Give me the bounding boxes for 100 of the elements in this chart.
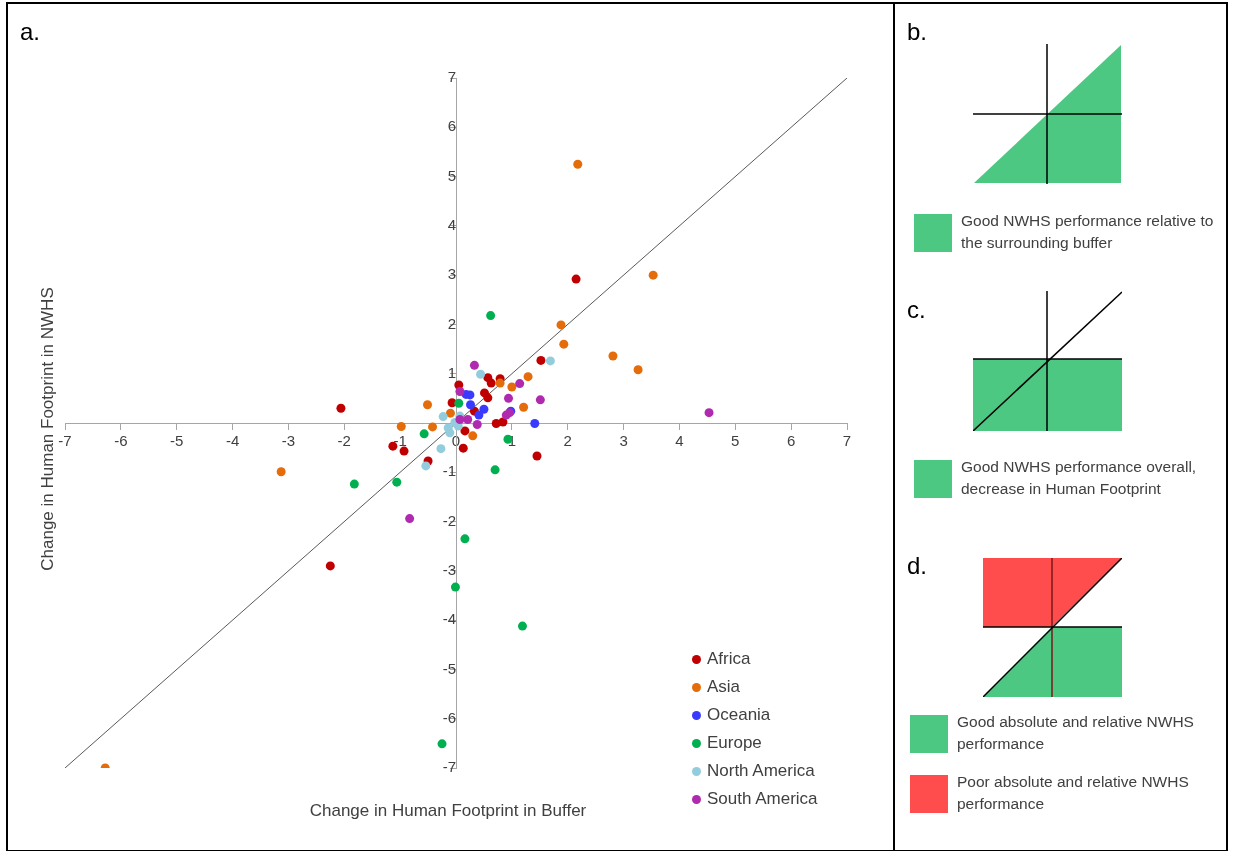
x-tick-label: 2 (563, 432, 572, 450)
point (519, 402, 529, 412)
point (507, 382, 517, 392)
legend-label: North America (707, 761, 815, 781)
point (392, 477, 402, 487)
point (438, 412, 448, 422)
point (450, 582, 460, 592)
y-tick-label: -4 (442, 610, 456, 628)
x-tick-label: 4 (675, 432, 684, 450)
y-tick-label: 5 (447, 166, 456, 184)
point (460, 534, 470, 544)
x-tick-label: 6 (786, 432, 796, 450)
point (633, 365, 643, 375)
point (436, 444, 446, 454)
point (556, 320, 566, 330)
point (458, 443, 468, 453)
x-axis-title: Change in Human Footprint in Buffer (309, 801, 587, 820)
y-tick-label: -5 (442, 659, 456, 677)
point (535, 395, 545, 405)
point (469, 360, 479, 370)
y-axis-title: Change in Human Footprint in NWHS (38, 286, 58, 573)
legend-label: Europe (707, 733, 762, 753)
y-tick-label: -6 (442, 708, 456, 726)
point (490, 465, 500, 475)
legend-label: Oceania (707, 705, 771, 725)
point (423, 400, 433, 410)
y-tick-label: -7 (442, 758, 456, 776)
point (486, 311, 496, 321)
point (479, 404, 489, 414)
point (559, 339, 569, 349)
point (421, 461, 431, 471)
point (476, 369, 486, 379)
point (468, 431, 478, 441)
legend-label: Africa (707, 649, 751, 669)
text: Poor absolute and relative NWHS performance (957, 772, 1190, 814)
point (428, 422, 438, 432)
text: b. (907, 18, 928, 46)
text: d. (907, 552, 928, 580)
point (460, 426, 470, 436)
y-tick-label: 6 (447, 117, 456, 135)
x-tick-label: -4 (225, 432, 240, 450)
point (608, 351, 618, 361)
point (437, 739, 447, 749)
point (454, 398, 464, 408)
point (445, 428, 455, 438)
text: c. (907, 296, 926, 324)
point (536, 355, 546, 365)
point (504, 393, 514, 403)
y-tick-label: 2 (447, 314, 456, 332)
point (405, 514, 415, 524)
x-tick-label: -6 (114, 432, 128, 450)
point (501, 410, 511, 420)
x-tick-label: -1 (393, 432, 407, 450)
y-tick-label: -2 (442, 511, 456, 529)
point (463, 415, 473, 425)
point (396, 421, 406, 431)
x-tick-label: -2 (337, 432, 351, 450)
text: Good NWHS performance overall, decrease in Human Footprint (961, 457, 1198, 499)
y-tick-label: -1 (442, 462, 456, 480)
text: a. (20, 18, 41, 46)
point (517, 621, 527, 631)
y-tick-label: 1 (447, 363, 456, 381)
point (532, 451, 542, 461)
x-tick-label: 7 (842, 432, 852, 450)
point (455, 386, 465, 396)
x-tick-label: -7 (58, 432, 72, 450)
y-tick-label: 3 (447, 265, 456, 283)
point (474, 410, 484, 420)
point (495, 378, 505, 388)
point (349, 479, 359, 489)
y-tick-label: 4 (447, 216, 456, 233)
point (530, 418, 540, 428)
point (515, 379, 525, 389)
point (399, 446, 409, 456)
point (571, 274, 581, 284)
point (466, 400, 476, 410)
legend-label: South America (707, 789, 818, 809)
point (419, 429, 429, 439)
y-tick-label: 7 (447, 68, 456, 86)
point (483, 393, 493, 403)
point (336, 403, 346, 413)
point (648, 270, 658, 280)
point (498, 417, 508, 427)
point (523, 372, 533, 382)
text: Good absolute and relative NWHS performance (957, 712, 1195, 754)
text: Good NWHS performance relative to the surrounding buffer (961, 211, 1215, 253)
x-tick-label: 3 (619, 432, 628, 450)
point (704, 408, 714, 418)
point (472, 419, 482, 429)
legend-label: Asia (707, 677, 741, 697)
point (545, 356, 555, 366)
point (325, 561, 335, 571)
point (276, 467, 286, 477)
point (455, 415, 465, 425)
point (573, 159, 583, 169)
x-tick-label: 5 (731, 432, 740, 450)
point (445, 408, 455, 418)
x-tick-label: -3 (281, 432, 296, 450)
x-tick-label: -5 (170, 432, 184, 450)
y-tick-label: -3 (442, 561, 456, 578)
